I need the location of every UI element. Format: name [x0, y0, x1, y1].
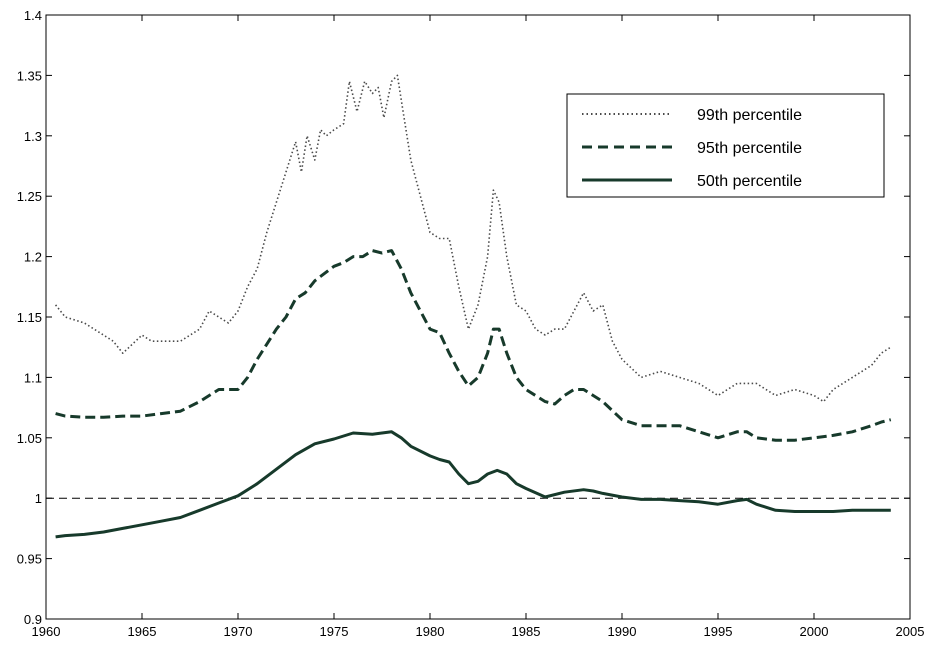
- legend-label-99th: 99th percentile: [697, 107, 802, 124]
- y-tick-label: 1.15: [17, 310, 42, 325]
- x-tick-label: 1985: [512, 624, 541, 639]
- y-tick-label: 1.25: [17, 189, 42, 204]
- x-tick-label: 2000: [800, 624, 829, 639]
- y-tick-label: 1.4: [24, 8, 42, 23]
- legend-label-50th: 50th percentile: [697, 173, 802, 190]
- legend: 99th percentile 95th percentile 50th per…: [566, 93, 885, 198]
- y-tick-label: 1: [35, 491, 42, 506]
- series-group: [54, 74, 892, 539]
- y-tick-label: 0.95: [17, 552, 42, 567]
- y-tick-label: 1.2: [24, 250, 42, 265]
- y-tick-label: 0.9: [24, 612, 42, 627]
- axes-group: 1960 1965 1970 1975 1980 1985 1990 1995 2000 2005…: [17, 8, 925, 639]
- y-tick-label: 1.05: [17, 431, 42, 446]
- x-tick-label: 1960: [32, 624, 61, 639]
- x-tick-label: 1975: [320, 624, 349, 639]
- x-tick-label: 1995: [704, 624, 733, 639]
- x-tick-label: 2005: [896, 624, 925, 639]
- x-tick-label: 1970: [224, 624, 253, 639]
- x-tick-label: 1990: [608, 624, 637, 639]
- y-tick-label: 1.35: [17, 68, 42, 83]
- x-tick-label: 1980: [416, 624, 445, 639]
- y-tick-label: 1.3: [24, 129, 42, 144]
- y-tick-label: 1.1: [24, 370, 42, 385]
- series-line-2: [55, 430, 891, 539]
- x-tick-label: 1965: [128, 624, 157, 639]
- series-line-1: [55, 249, 892, 442]
- legend-label-95th: 95th percentile: [697, 140, 802, 157]
